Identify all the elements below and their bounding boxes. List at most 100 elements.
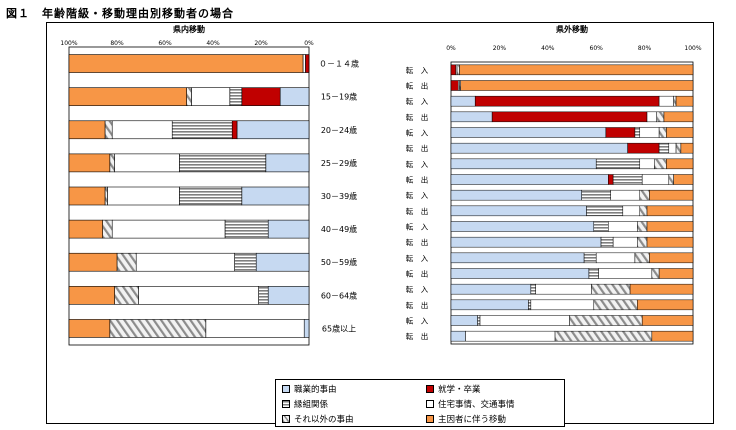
age-label: 25－29歳 — [321, 158, 357, 168]
in-pref-bar-marriage — [179, 153, 267, 173]
figure-title: 図１ 年齢階級・移動理由別移動者の場合 — [6, 7, 234, 20]
out-pref-bar-school — [605, 127, 636, 138]
out-pref-bar-marriage — [583, 252, 597, 264]
out-pref-bar-school — [474, 95, 660, 107]
in-pref-tick: 0% — [304, 40, 314, 47]
out-pref-tick: 100% — [684, 45, 701, 52]
age-label: 15－19歳 — [321, 92, 357, 102]
out-pref-bar-family — [646, 236, 694, 248]
out-pref-bar-school — [608, 174, 614, 185]
age-label: ０－１４歳 — [319, 59, 359, 69]
out-pref-bar-school — [491, 111, 648, 123]
out-pref-bar-family — [675, 95, 694, 107]
in-pref-bar-other — [114, 286, 139, 305]
direction-label: 転 入 — [406, 160, 429, 169]
legend: 職業的事由 就学・卒業 縁組関係 住宅事情、交通事情 それ以外の事由 主因者に伴う移動 — [275, 379, 565, 427]
out-pref-bar-family — [673, 174, 694, 185]
out-pref-bar-housing — [530, 299, 595, 311]
out-pref-bar-family — [649, 252, 694, 264]
legend-swatch — [426, 415, 434, 423]
out-pref-bar-occupation — [450, 283, 532, 295]
in-pref-bar-marriage — [179, 186, 243, 206]
in-pref-tick: 80% — [110, 40, 124, 47]
out-pref-bar-housing — [639, 127, 660, 138]
out-pref-bar-other — [569, 315, 643, 326]
out-pref-bar-marriage — [581, 189, 611, 201]
out-pref-tick: 20% — [493, 45, 507, 52]
legend-item-housing: 住宅事情、交通事情 — [426, 398, 515, 410]
in-pref-bar-other — [186, 87, 192, 106]
in-pref-bar-other — [104, 120, 113, 140]
age-label: 60－64歳 — [321, 290, 357, 300]
out-pref-bar-housing — [608, 221, 638, 232]
direction-label: 転 入 — [406, 191, 429, 200]
in-pref-bar-family — [68, 153, 111, 173]
in-pref-bar-marriage — [234, 252, 257, 272]
out-pref-bar-other — [637, 221, 648, 232]
out-pref-bar-marriage — [477, 315, 481, 326]
out-pref-bar-marriage — [612, 174, 643, 185]
direction-label: 転 出 — [406, 269, 429, 279]
in-pref-bar-occupation — [255, 252, 310, 272]
out-pref-bar-school — [627, 142, 660, 154]
in-pref-bar-family — [68, 319, 111, 338]
out-pref-bar-family — [666, 127, 694, 138]
legend-swatch — [426, 400, 434, 408]
legend-swatch — [282, 415, 290, 423]
out-pref-bar-other — [656, 111, 665, 123]
out-pref-bar-family — [663, 111, 694, 123]
out-pref-title: 県外移動 — [556, 24, 588, 34]
direction-label: 転 入 — [406, 317, 429, 326]
out-pref-bar-marriage — [634, 127, 641, 138]
out-pref-bar-occupation — [450, 189, 582, 201]
in-pref-bar-marriage — [229, 87, 243, 106]
in-pref-bar-other — [102, 219, 113, 239]
in-pref-tick: 40% — [206, 40, 220, 47]
direction-label: 転 出 — [406, 206, 429, 216]
out-pref-bar-occupation — [450, 315, 478, 326]
out-pref-bar-family — [651, 330, 694, 342]
out-pref-tick: 0% — [446, 45, 456, 52]
out-pref-bar-family — [646, 221, 694, 232]
out-pref-bar-family — [680, 142, 694, 154]
in-pref-bar-housing — [135, 252, 235, 272]
direction-label: 転 入 — [406, 129, 429, 138]
out-pref-bar-housing — [612, 236, 638, 248]
in-pref-bar-family — [68, 286, 115, 305]
out-pref-bar-other — [456, 64, 460, 76]
out-pref-bar-other — [591, 283, 631, 295]
in-pref-bar-housing — [114, 153, 180, 173]
in-pref-bar-housing — [107, 186, 180, 206]
legend-label: 職業的事由 — [294, 385, 337, 395]
out-pref-bar-marriage — [530, 283, 536, 295]
in-pref-bar-occupation — [265, 153, 310, 173]
direction-label: 転 入 — [406, 254, 429, 263]
direction-label: 転 出 — [406, 175, 429, 185]
in-pref-bar-other — [109, 319, 207, 338]
age-label: 30－39歳 — [321, 191, 357, 201]
direction-label: 転 入 — [406, 66, 429, 75]
out-pref-bar-other — [668, 174, 674, 185]
in-pref-bar-housing — [111, 120, 173, 140]
in-pref-bar-occupation — [279, 87, 310, 106]
out-pref-bar-housing — [598, 268, 653, 279]
in-pref-bar-school — [305, 54, 310, 73]
out-pref-bar-housing — [535, 283, 592, 295]
out-pref-bar-school — [450, 64, 457, 76]
legend-item-marriage: 縁組関係 — [282, 398, 328, 410]
legend-label: 縁組関係 — [294, 400, 329, 410]
out-pref-bar-occupation — [450, 205, 587, 217]
direction-label: 転 出 — [406, 112, 429, 122]
chart-frame: 県内移動 100% 80% 60% 40% 20% 0% ０－１４歳 15－19歳 20－24歳 2… — [46, 22, 714, 427]
in-pref-bar-housing — [191, 87, 231, 106]
legend-swatch — [282, 385, 290, 393]
in-pref-title: 県内移動 — [173, 24, 205, 34]
in-pref-bar-family — [68, 186, 106, 206]
legend-label: 住宅事情、交通事情 — [438, 400, 515, 410]
out-pref-bar-family — [460, 80, 694, 91]
out-pref-bar-housing — [610, 189, 641, 201]
age-label: 40－49歳 — [321, 224, 357, 234]
in-pref-bar-housing — [111, 219, 226, 239]
in-pref-bar-family — [68, 219, 103, 239]
out-pref-bar-housing — [622, 205, 641, 217]
